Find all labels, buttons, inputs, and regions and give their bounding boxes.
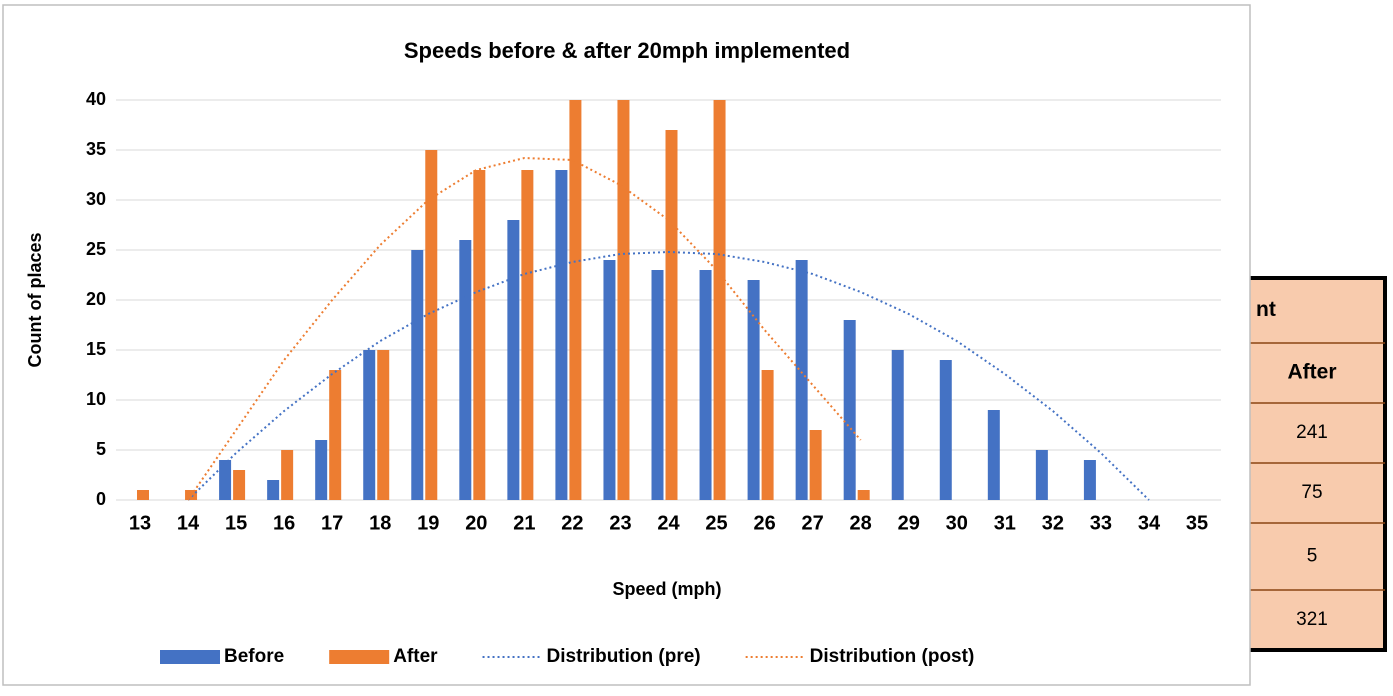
table-cell: 75 [1301, 482, 1322, 503]
x-tick-label: 13 [129, 512, 151, 534]
legend-label: Before [224, 646, 284, 667]
x-tick-label: 35 [1186, 512, 1208, 534]
bar [699, 270, 712, 500]
bar [891, 350, 904, 500]
bar [137, 490, 149, 500]
x-tick-label: 29 [898, 512, 920, 534]
table-cell: 5 [1307, 546, 1318, 567]
bar [329, 370, 342, 500]
bar [411, 250, 424, 500]
x-tick-label: 16 [273, 512, 295, 534]
y-tick-label: 0 [96, 489, 106, 509]
x-tick-label: 33 [1090, 512, 1112, 534]
x-tick-label: 21 [513, 512, 535, 534]
legend-swatch [160, 650, 220, 664]
bar [987, 410, 1000, 500]
trend-line [187, 156, 862, 501]
x-tick-label: 19 [417, 512, 439, 534]
legend-label: After [393, 646, 438, 667]
x-tick-label: 24 [657, 512, 680, 534]
bar [939, 360, 952, 500]
bar [315, 440, 328, 500]
bar [857, 490, 870, 500]
x-tick-label: 23 [609, 512, 631, 534]
legend-label: Distribution (pre) [547, 646, 701, 667]
x-tick-label: 26 [753, 512, 775, 534]
bar [267, 480, 280, 500]
bar [617, 100, 630, 500]
chart-title: Speeds before & after 20mph implemented [404, 38, 850, 63]
x-tick-label: 25 [705, 512, 727, 534]
bar [1035, 450, 1048, 500]
table-bg [1238, 276, 1387, 652]
x-tick-label: 14 [177, 512, 200, 534]
bar [713, 100, 726, 500]
table-cell: 321 [1296, 609, 1328, 630]
bar [795, 260, 808, 500]
y-tick-label: 10 [86, 389, 106, 409]
x-tick-label: 31 [994, 512, 1016, 534]
chart: Speeds before & after 20mph implemented … [25, 38, 1222, 667]
bar [747, 280, 760, 500]
bar [473, 170, 486, 500]
y-tick-label: 25 [86, 239, 106, 259]
bar [521, 170, 534, 500]
x-tick-label: 27 [802, 512, 824, 534]
x-tick-label: 20 [465, 512, 487, 534]
legend-label: Distribution (post) [810, 646, 975, 667]
legend-swatch [329, 650, 390, 664]
x-tick-label: 17 [321, 512, 343, 534]
table: nt After 241 75 5 321 [1238, 276, 1387, 652]
bar [233, 470, 246, 500]
bar [1083, 460, 1096, 500]
y-tick-label: 5 [96, 439, 106, 459]
bar [377, 350, 390, 500]
y-axis-title: Count of places [25, 232, 45, 367]
x-tick-label: 34 [1138, 512, 1161, 534]
trend-line [187, 250, 1150, 501]
y-tick-label: 40 [86, 89, 106, 109]
x-tick-label: 32 [1042, 512, 1064, 534]
y-tick-label: 15 [86, 339, 106, 359]
table-cell: nt [1256, 298, 1276, 321]
bar [761, 370, 774, 500]
y-tick-label: 20 [86, 289, 106, 309]
bar [651, 270, 664, 500]
x-tick-label: 15 [225, 512, 247, 534]
bar [219, 460, 232, 500]
bar [281, 450, 294, 500]
table-cell: After [1287, 361, 1336, 384]
y-tick-label: 35 [86, 139, 106, 159]
bar [507, 220, 520, 500]
bar [603, 260, 616, 500]
x-tick-label: 22 [561, 512, 583, 534]
x-tick-label: 28 [850, 512, 872, 534]
x-tick-label: 30 [946, 512, 968, 534]
bar [569, 100, 582, 500]
y-tick-label: 30 [86, 189, 106, 209]
bar [459, 240, 472, 500]
table-cell: 241 [1296, 422, 1328, 443]
x-axis-title: Speed (mph) [612, 579, 721, 599]
bar [363, 350, 376, 500]
bar [843, 320, 856, 500]
bar [555, 170, 568, 500]
bar [665, 130, 678, 500]
bar [425, 150, 438, 500]
bar [809, 430, 822, 500]
x-tick-label: 18 [369, 512, 391, 534]
